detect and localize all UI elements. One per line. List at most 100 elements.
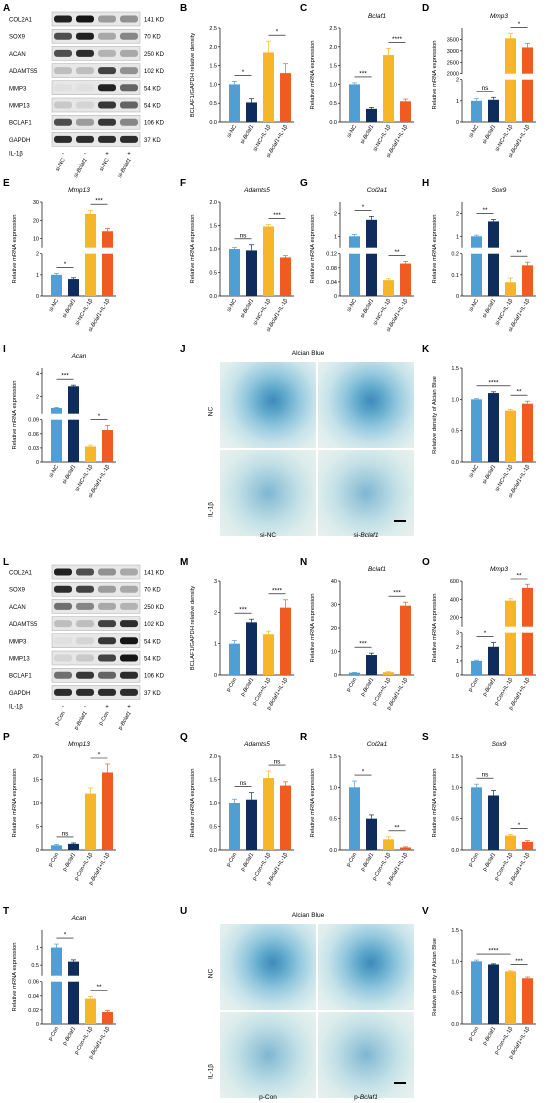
blot-band [54,67,72,75]
y-axis-label: Relative mRNA expression [12,769,18,838]
protein-label: ACAN [9,52,26,58]
blot-strip [51,685,141,700]
bar [349,253,360,296]
chart-title: Col2a1 [367,741,388,748]
y-axis-label: Relative mRNA expression [12,381,18,450]
band-size-label: 54 KD [144,104,161,110]
y-tick-label: 0.2 [451,252,459,258]
band-size-label: 106 KD [144,121,165,127]
panel-label-o: O [422,557,430,568]
blot-band [120,602,138,610]
y-tick-label: 0.0 [451,1022,459,1028]
y-tick-label: 0.0 [451,460,459,466]
bar [522,265,533,296]
y-tick-label: 0 [334,294,337,300]
significance-label: * [276,29,279,36]
y-tick-label: 1.0 [209,247,217,253]
x-tick-label: p-Con [346,677,359,693]
bar [349,787,360,850]
significance-label: ns [240,780,248,787]
y-tick-label: 2.0 [209,200,217,206]
blot-band [120,101,138,109]
y-tick-label: 0.0 [329,848,337,854]
y-tick-label: 2.0 [209,45,217,51]
blot-strip [51,97,141,113]
treatment-label: IL-1β [9,152,23,158]
y-tick-label: 1.5 [451,928,459,934]
significance-label: * [362,204,365,211]
y-tick-label: 1 [36,946,39,952]
x-tick-label: p-Bclaf1 [62,852,77,872]
bar [471,961,482,1024]
bar [68,386,79,414]
treatment-label: IL-1β [9,705,23,711]
panel-label-l: L [3,557,10,568]
bar-chart-g: Col2a1 Relative mRNA expression 0 0.04 0.08 0… [310,187,414,333]
bar [505,38,516,74]
y-tick-label: 400 [450,597,459,603]
y-tick-label: 0 [36,294,39,300]
y-tick-label: 10 [33,237,39,243]
significance-label: *** [393,590,401,597]
y-axis-label: Relative mRNA expression [310,594,316,663]
bar-chart-q: Adamts5 Relative mRNA expression 0.0 0.5 1.0… [190,741,294,886]
panel-label-m: M [180,557,189,568]
y-tick-label: 0.0 [209,120,217,126]
bar [366,253,377,296]
bar [488,964,499,1024]
bar [488,393,499,462]
bar-chart-f: Adamts5 Relative mRNA expression 0.0 0.5 1.0… [190,187,294,333]
blot-band [120,67,138,75]
bar [505,971,516,1024]
bar [400,847,411,850]
western-blot-a: COL2A1 141 KD SOX9 70 KD ACAN 250 KD ADAMTS5 10… [9,11,165,179]
y-tick-label: 0.0 [451,848,459,854]
y-tick-label: 0.5 [451,817,459,823]
bar [102,772,113,850]
bar [85,998,96,1024]
blot-band [76,688,94,696]
y-tick-label: 0.12 [326,252,337,258]
y-tick-label: 0.0 [329,120,337,126]
x-tick-label: p-Bclaf1 [240,677,255,697]
bar [471,787,482,850]
blot-band [76,15,94,23]
blot-band [76,637,94,645]
band-size-label: 37 KD [144,138,161,144]
bar-chart-o: Mmp3 Relative mRNA expression 0 1 2 3 200 400 60… [432,566,536,711]
bar [68,279,79,296]
bar [102,231,113,248]
blot-band [54,620,72,628]
y-axis-label: Relative mRNA expression [190,215,196,284]
blot-band [120,585,138,593]
blot-band [76,135,94,143]
significance-label: ** [96,984,102,991]
bar [280,785,291,850]
blot-strip [51,114,141,130]
chart-title: Mmp3 [490,566,508,573]
blot-band [120,620,138,628]
blot-strip [51,599,141,614]
bar [522,632,533,675]
bar [68,419,79,462]
blot-band [120,637,138,645]
y-tick-label: 0 [456,294,459,300]
blot-strip [51,46,141,61]
group-label: p-Con [98,711,111,727]
bar [280,257,291,296]
panel-label-j: J [180,344,186,355]
y-tick-label: 0.02 [28,1008,39,1014]
blot-band [54,602,72,610]
bar-chart-v: Relative density of Alcian Blue 0.0 0.5 1.0… [432,928,536,1060]
significance-label: ns [240,232,248,239]
bar [505,79,516,122]
alcian-blue-image [220,924,316,1010]
bar [246,622,257,675]
bar [400,605,411,675]
alcian-blue-image [220,450,316,536]
stain-title: Alcian Blue [291,350,325,357]
blot-band [120,568,138,576]
alcian-blue-panel-j: Alcian Blue NC IL-1β si-NC si-Bclaf1 [208,350,414,540]
y-tick-label: 0.0 [209,294,217,300]
panel-label-e: E [3,178,10,189]
